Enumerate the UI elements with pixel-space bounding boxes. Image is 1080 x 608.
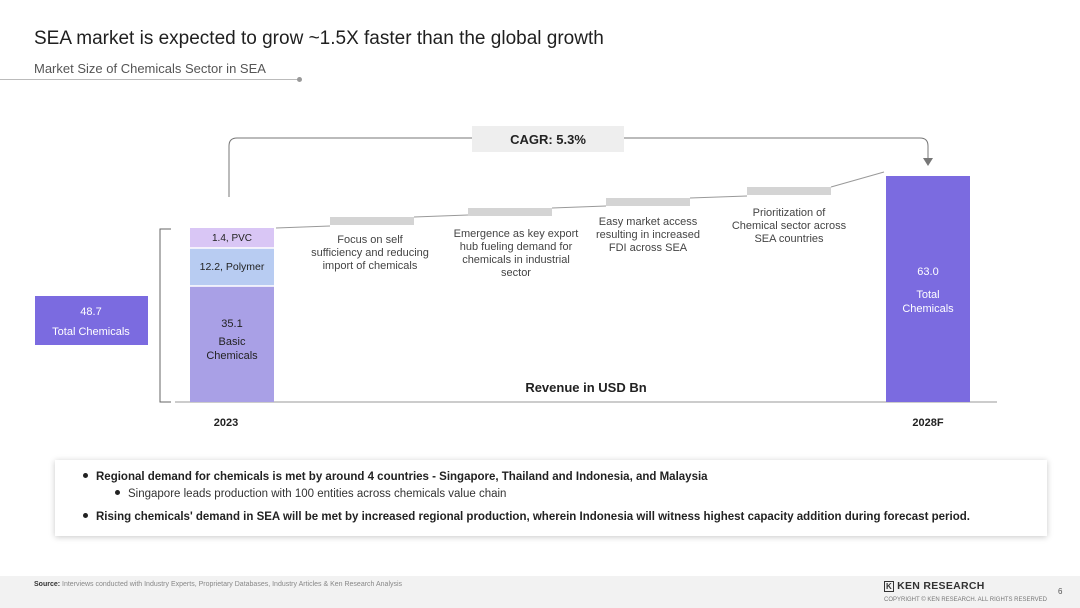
page-subtitle: Market Size of Chemicals Sector in SEA <box>34 61 266 76</box>
bar-basic-chemicals <box>190 286 274 402</box>
insight-2-text: Singapore leads production with 100 enti… <box>128 488 507 500</box>
insight-sub-bullet: Singapore leads production with 100 enti… <box>115 488 506 500</box>
source-note: Source: Interviews conducted with Indust… <box>34 581 402 588</box>
step-connector-3 <box>551 205 607 209</box>
subtitle-divider-dot <box>297 77 302 82</box>
page-number: 6 <box>1058 587 1063 596</box>
bar-pvc-label: 1.4, PVC <box>212 233 252 244</box>
bar-polymer <box>190 248 274 286</box>
bullet-dot-icon <box>115 490 120 496</box>
page-title: SEA market is expected to grow ~1.5X fas… <box>34 28 604 49</box>
step-connector-2 <box>413 214 469 218</box>
copyright: COPYRIGHT © KEN RESEARCH. ALL RIGHTS RES… <box>884 597 1048 603</box>
driver-label-2: Emergence as key export hub fueling deman… <box>454 228 579 279</box>
cagr-box <box>472 126 624 152</box>
chart: CAGR: 5.3% 48.7 Total Chemicals 35.1 Bas… <box>35 126 997 429</box>
source-text: Interviews conducted with Industry Exper… <box>62 581 403 588</box>
bar-2028 <box>886 176 970 402</box>
driver-label-4: Prioritization of Chemical sector across S… <box>732 207 847 245</box>
step-connector-4 <box>689 195 748 199</box>
step-connector-5 <box>830 171 885 188</box>
bar-2028-name: Total Chemicals <box>902 289 954 315</box>
step-connector-1 <box>275 225 331 229</box>
driver-step-bar-2 <box>468 208 552 216</box>
logo-text: KEN RESEARCH <box>897 580 985 592</box>
total-bracket <box>159 228 171 403</box>
bar-2028-value: 63.0 <box>917 266 938 278</box>
footer: Source: Interviews conducted with Indust… <box>0 576 1080 608</box>
bullet-dot-icon <box>83 513 88 519</box>
driver-label-3: Easy market access resulting in increased… <box>596 216 700 254</box>
total-2023-label: Total Chemicals <box>52 326 130 338</box>
cagr-arrow-head <box>923 158 933 166</box>
total-2023-box <box>35 296 148 345</box>
total-2023-value: 48.7 <box>80 306 101 318</box>
insight-3-text: Rising chemicals' demand in SEA will be … <box>96 511 970 523</box>
company-logo: K KEN RESEARCH <box>884 580 985 592</box>
subtitle-divider <box>0 79 300 80</box>
bar-pvc <box>190 228 274 248</box>
insights-box: Regional demand for chemicals is met by … <box>55 460 1047 536</box>
bar-basic-name: Basic Chemicals <box>206 336 258 362</box>
bar-polymer-label: 12.2, Polymer <box>200 261 265 273</box>
insight-bullet-2: Rising chemicals' demand in SEA will be … <box>83 511 970 523</box>
driver-step-bar-1 <box>330 217 414 225</box>
driver-step-bar-4 <box>747 187 831 195</box>
insight-1-text: Regional demand for chemicals is met by … <box>96 471 708 483</box>
insight-bullet-1: Regional demand for chemicals is met by … <box>83 471 708 483</box>
x-tick-2028f: 2028F <box>912 417 943 429</box>
ken-logo-icon: K <box>884 581 895 592</box>
bar-basic-value: 35.1 <box>221 318 242 330</box>
bullet-dot-icon <box>83 473 88 479</box>
driver-step-bar-3 <box>606 198 690 206</box>
axis-label: Revenue in USD Bn <box>525 380 646 395</box>
cagr-label: CAGR: 5.3% <box>510 132 586 147</box>
driver-label-1: Focus on self sufficiency and reducing imp… <box>311 234 429 272</box>
driver-steps: Focus on self sufficiency and reducing imp… <box>275 171 885 279</box>
x-tick-2023: 2023 <box>214 417 238 429</box>
source-label: Source: <box>34 581 61 588</box>
